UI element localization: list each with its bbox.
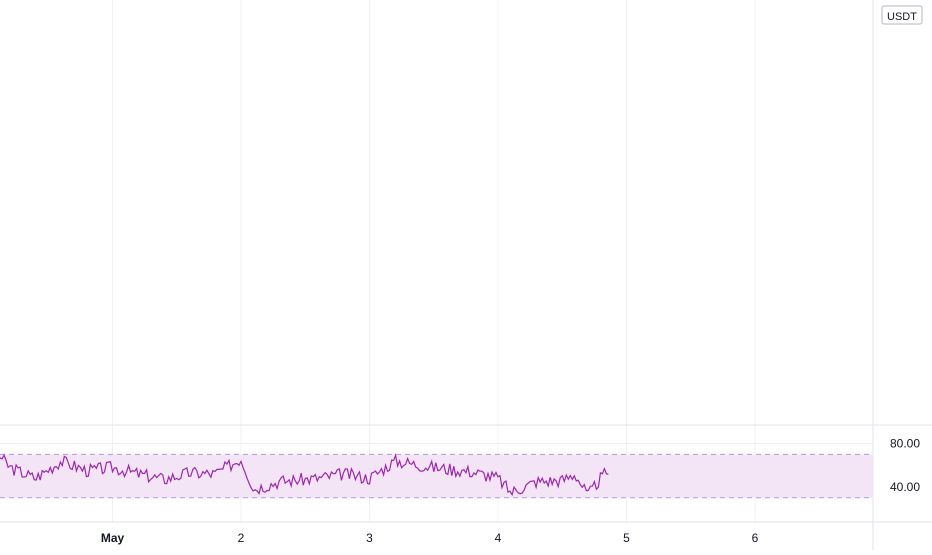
time-tick-label: 4: [495, 531, 502, 545]
rsi-panel: [0, 453, 873, 499]
rsi-tick-label: 80.00: [890, 437, 920, 451]
rsi-band: [0, 454, 873, 498]
rsi-tick-label: 40.00: [890, 480, 920, 494]
axes: 190.00180.00170.00160.00150.00140.00130.…: [101, 5, 923, 545]
rsi-line: [0, 453, 609, 497]
time-tick-label: 3: [366, 531, 373, 545]
time-tick-label: 6: [752, 531, 759, 545]
currency-badge[interactable]: [881, 5, 923, 25]
time-tick-label: 2: [238, 531, 245, 545]
time-tick-label: 5: [623, 531, 630, 545]
currency-label: USDT: [887, 11, 917, 23]
time-tick-label: May: [101, 531, 125, 545]
